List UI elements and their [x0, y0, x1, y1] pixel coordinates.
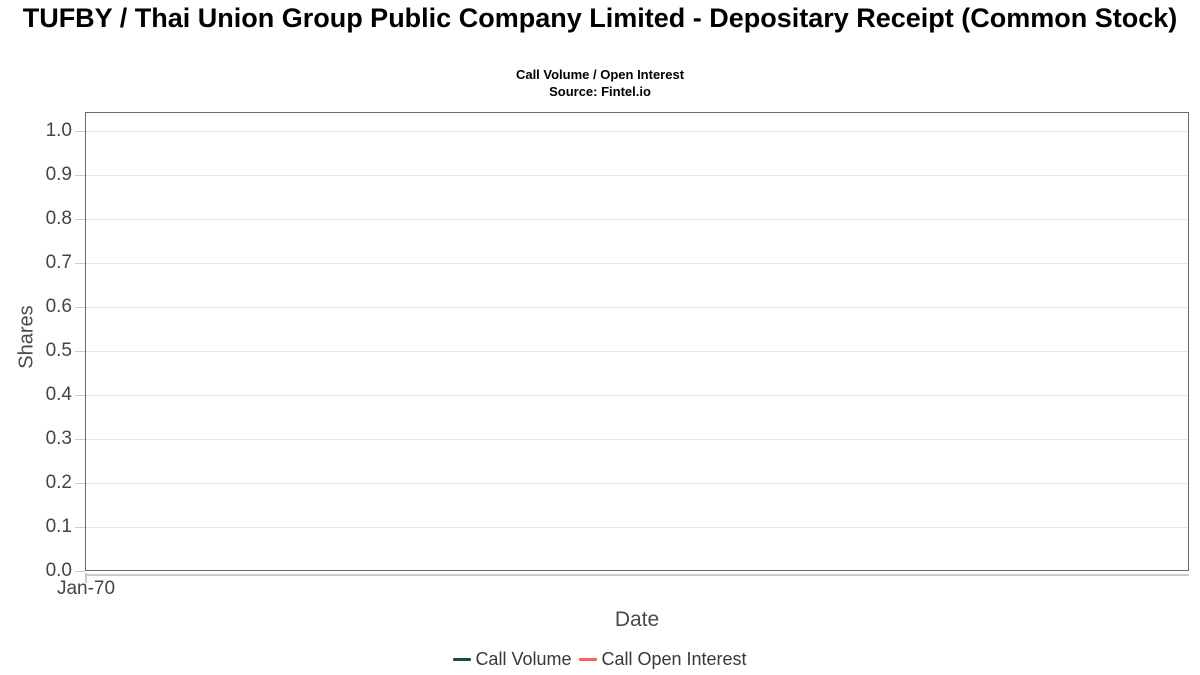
- legend-item-call-volume[interactable]: Call Volume: [453, 649, 571, 670]
- x-axis-tick-label: Jan-70: [56, 578, 116, 599]
- y-axis-tick: [75, 175, 85, 176]
- y-axis-tick-label: 0.7: [45, 252, 72, 273]
- y-axis-tick-label: 0.8: [45, 208, 72, 229]
- y-axis-tick: [75, 351, 85, 352]
- gridline: [86, 351, 1188, 352]
- gridline: [86, 263, 1188, 264]
- x-axis-title: Date: [614, 608, 660, 631]
- y-axis-tick: [75, 131, 85, 132]
- gridline: [86, 307, 1188, 308]
- y-axis-tick: [75, 439, 85, 440]
- legend-item-call-open-interest[interactable]: Call Open Interest: [579, 648, 747, 670]
- y-axis-tick-label: 0.4: [45, 384, 72, 405]
- legend-series-line-icon: [453, 657, 472, 661]
- y-axis-tick-label: 1.0: [45, 120, 72, 141]
- y-axis-tick: [75, 571, 85, 572]
- y-axis-tick-label: 0.9: [45, 164, 72, 185]
- legend-item-label: Call Volume: [475, 648, 572, 669]
- legend-item-label: Call Open Interest: [601, 648, 747, 669]
- gridline: [86, 439, 1188, 440]
- gridline: [86, 175, 1188, 176]
- y-axis-tick-label: 0.0: [45, 560, 72, 581]
- y-axis-tick: [75, 395, 85, 396]
- x-axis-tick: [85, 573, 87, 583]
- gridline: [86, 527, 1188, 528]
- y-axis-tick-label: 0.6: [45, 296, 72, 317]
- y-axis-tick: [75, 483, 85, 484]
- legend-series-line-icon: [579, 657, 598, 661]
- y-axis-tick: [75, 307, 85, 308]
- y-axis-tick-label: 0.3: [45, 428, 72, 449]
- y-axis-tick: [75, 263, 85, 264]
- y-axis-tick-label: 0.1: [45, 516, 72, 537]
- y-axis-tick: [75, 219, 85, 220]
- chart-title: TUFBY / Thai Union Group Public Company …: [22, 3, 1178, 33]
- gridline: [86, 219, 1188, 220]
- y-axis-tick-label: 0.2: [45, 472, 72, 493]
- gridline: [86, 395, 1188, 396]
- x-axis-line: [85, 574, 1189, 576]
- y-axis-tick-label: 0.5: [45, 340, 72, 361]
- chart-subtitle: Call Volume / Open Interest: [515, 67, 685, 82]
- gridline: [86, 131, 1188, 132]
- legend: Call Volume Call Open Interest: [0, 646, 1200, 672]
- y-axis-tick: [75, 527, 85, 528]
- chart-source-note: Source: Fintel.io: [549, 84, 651, 99]
- plot-area: [85, 112, 1189, 571]
- gridline: [86, 483, 1188, 484]
